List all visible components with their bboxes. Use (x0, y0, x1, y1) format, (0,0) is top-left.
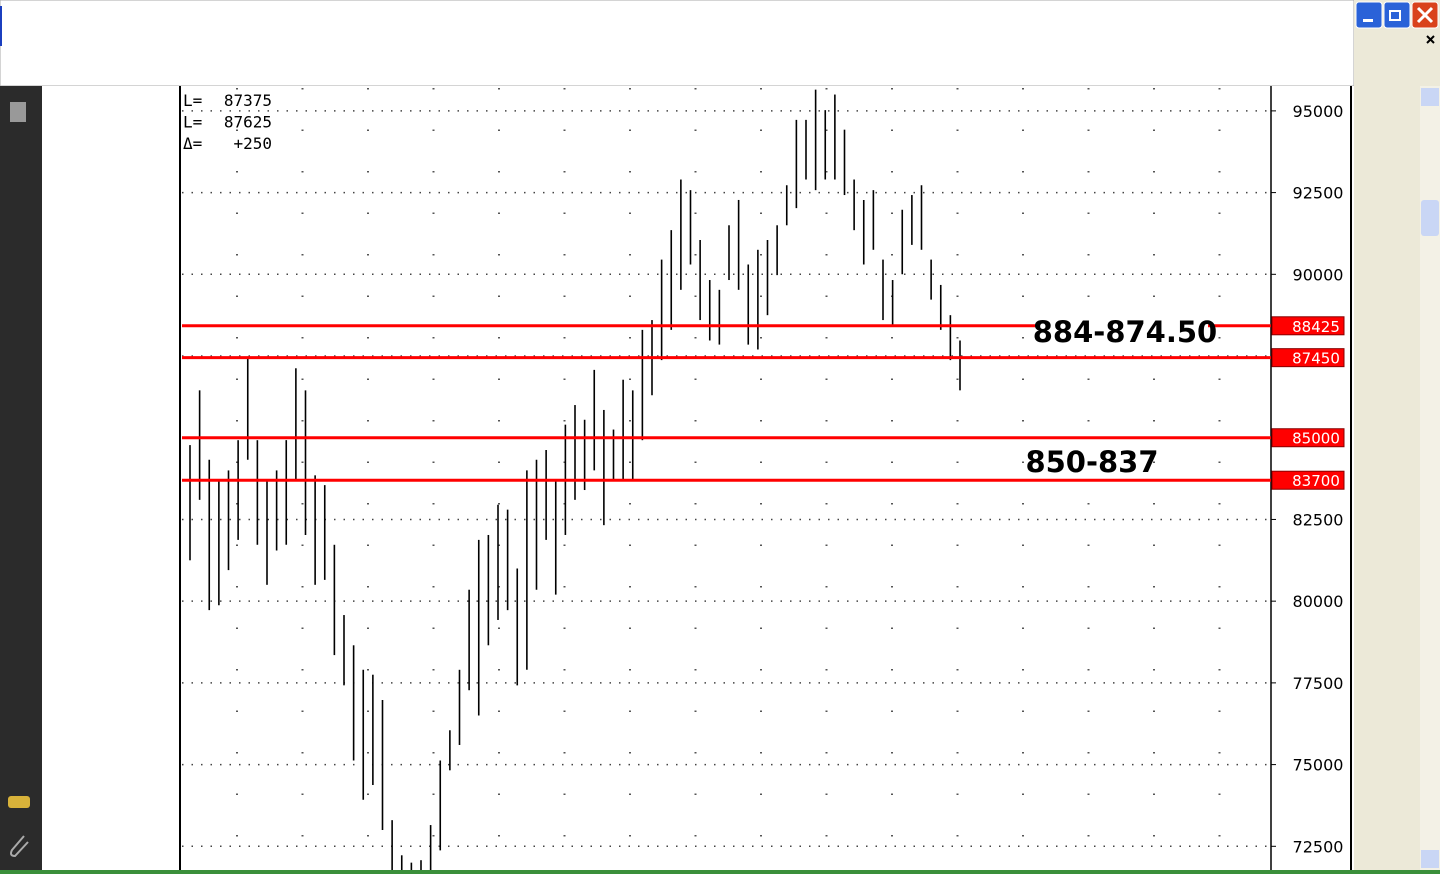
readout-label: L= (183, 113, 202, 132)
readout-label: L= (183, 91, 202, 110)
y-tick-label: 92500 (1293, 184, 1344, 203)
minimize-icon (1363, 19, 1373, 22)
scroll-down[interactable] (1421, 850, 1439, 868)
level-label: 83700 (1292, 472, 1340, 490)
scroll-up[interactable] (1421, 88, 1439, 106)
readout-value: 87375 (224, 91, 272, 110)
y-tick-label: 82500 (1293, 510, 1344, 529)
readout-value: +250 (233, 134, 272, 153)
level-label: 88425 (1292, 318, 1340, 336)
annotation: 884-874.50 (1033, 315, 1217, 349)
level-label: 85000 (1292, 430, 1340, 448)
readout-label: Δ= (183, 134, 202, 153)
y-tick-label: 80000 (1293, 592, 1344, 611)
level-box (1271, 470, 1345, 490)
y-tick-label: 90000 (1293, 265, 1344, 284)
restore-icon (1389, 10, 1401, 21)
status-bar (0, 870, 1440, 874)
pages-icon[interactable] (10, 102, 26, 122)
sidebar (0, 86, 42, 874)
level-box (1271, 316, 1345, 336)
y-tick-label: 95000 (1293, 102, 1344, 121)
y-tick-label: 77500 (1293, 674, 1344, 693)
level-box (1271, 428, 1345, 448)
minimize-button[interactable] (1355, 1, 1383, 29)
annotation: 850-837 (1025, 445, 1158, 479)
toolbar (0, 0, 1355, 87)
doc-close[interactable] (1426, 35, 1435, 44)
y-tick-label: 75000 (1293, 756, 1344, 775)
restore-button[interactable] (1383, 1, 1411, 29)
plot (182, 89, 1271, 870)
level-box (1271, 348, 1345, 368)
toolbar-edge (0, 6, 2, 46)
annotation-bg (1040, 316, 1208, 348)
window-buttons (1355, 1, 1439, 44)
close-icon (1416, 6, 1434, 24)
y-tick-label: 72500 (1293, 837, 1344, 856)
overlay: 7250075000775008000082500850008750090000… (182, 91, 1345, 856)
scroll-thumb[interactable] (1421, 200, 1439, 236)
level-label: 87450 (1292, 350, 1340, 368)
scrollbar[interactable] (1420, 86, 1440, 874)
page (42, 86, 1354, 870)
attach-icon[interactable] (10, 835, 29, 858)
readout-value: 87625 (224, 113, 272, 132)
comments-icon[interactable] (8, 796, 30, 808)
